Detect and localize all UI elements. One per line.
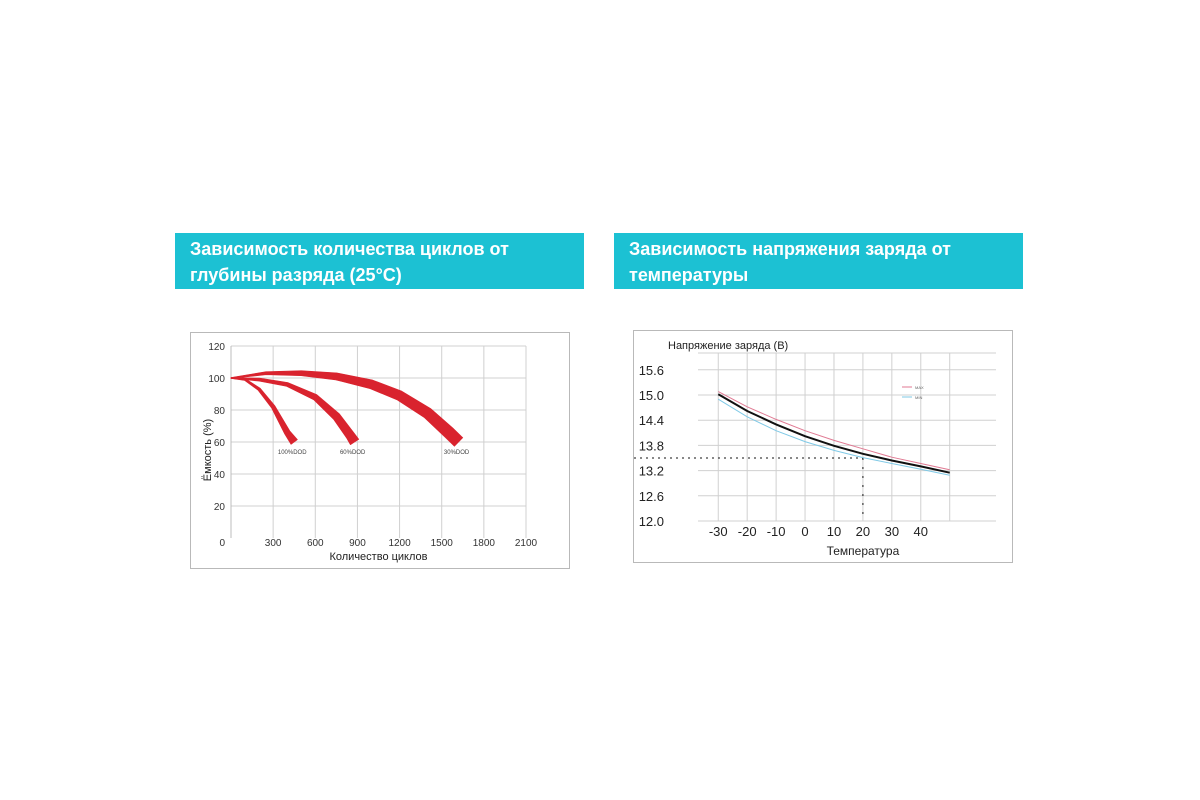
y-tick-label: 20 [214, 502, 226, 513]
legend-label: MAX [915, 385, 924, 390]
y-tick-label: 120 [208, 342, 225, 353]
series-band-1 [230, 377, 360, 445]
y-tick-label: 40 [214, 470, 226, 481]
cycles-title-line-2: глубины разряда (25°C) [190, 265, 402, 285]
voltage-chart: Напряжение заряда (В) 12.0 12.6 13.2 13.8 14.… [634, 340, 996, 558]
x-tick-label: 1200 [388, 538, 411, 549]
x-axis-label: Количество циклов [329, 551, 427, 563]
chart-title: Напряжение заряда (В) [668, 340, 788, 352]
cycles-title-line-1: Зависимость количества циклов от [190, 239, 509, 259]
x-tick-label: -10 [767, 524, 786, 539]
y-tick-label: 13.8 [639, 438, 664, 453]
y-tick-label: 12.6 [639, 489, 664, 504]
x-tick-label: 30 [885, 524, 899, 539]
voltage-chart-frame: Напряжение заряда (В) 12.0 12.6 13.2 13.8 14.… [633, 330, 1013, 563]
y-tick-label: 15.6 [639, 363, 664, 378]
x-tick-label: 40 [914, 524, 928, 539]
voltage-title-banner: Зависимость напряжения заряда от темпера… [614, 233, 1023, 289]
x-tick-label: -30 [709, 524, 728, 539]
series-line-2 [718, 398, 950, 476]
x-tick-label: 0 [801, 524, 808, 539]
series-line-1 [717, 393, 950, 474]
x-tick-label: 10 [827, 524, 841, 539]
y-tick-label: 15.0 [639, 388, 664, 403]
y-tick-label: 12.0 [639, 514, 664, 529]
y-tick-label: 80 [214, 406, 226, 417]
x-tick-label: 300 [265, 538, 282, 549]
y-tick-label: 14.4 [639, 413, 664, 428]
y-tick-label: 13.2 [639, 464, 664, 479]
legend-label: MIN [915, 395, 922, 400]
x-tick-label: -20 [738, 524, 757, 539]
x-tick-label: 900 [349, 538, 366, 549]
series-line-0 [718, 391, 950, 471]
series-label: 100%DOD [278, 450, 307, 456]
x-tick-label: 1800 [473, 538, 496, 549]
series-label: 30%DOD [444, 450, 470, 456]
voltage-title-line-2: температуры [629, 265, 749, 285]
x-tick-label: 20 [856, 524, 870, 539]
x-tick-label: 2100 [515, 538, 538, 549]
cycles-title-banner: Зависимость количества циклов от глубины… [175, 233, 584, 289]
y-axis-label: Ёмкость (%) [202, 419, 214, 481]
y-tick-label: 60 [214, 438, 226, 449]
series-band-2 [230, 370, 464, 447]
y-tick-label: 100 [208, 374, 225, 385]
series-band-0 [230, 377, 298, 445]
voltage-title-line-1: Зависимость напряжения заряда от [629, 239, 951, 259]
x-tick-label: 0 [219, 538, 225, 549]
series-label: 60%DOD [340, 450, 366, 456]
cycles-chart-frame: 20 40 60 80 100 120 0 300 600 900 1200 1500 1800 2100… [190, 332, 570, 569]
x-tick-label: 600 [307, 538, 324, 549]
x-axis-label: Температура [827, 544, 900, 558]
x-tick-label: 1500 [431, 538, 454, 549]
